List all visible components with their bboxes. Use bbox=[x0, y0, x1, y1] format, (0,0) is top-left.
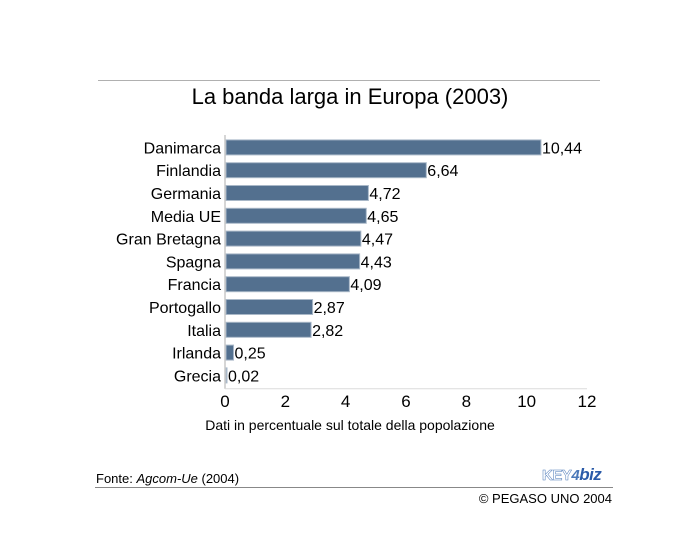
bar-irlanda bbox=[225, 344, 235, 361]
x-tick-label: 12 bbox=[578, 392, 597, 411]
category-label: Portogallo bbox=[149, 300, 221, 317]
value-label: 2,82 bbox=[312, 323, 343, 340]
source-name: Agcom-Ue bbox=[136, 471, 198, 486]
bar-portogallo bbox=[225, 299, 314, 315]
category-label: Danimarca bbox=[144, 140, 221, 157]
labels-layer: Danimarca 10,44 Finlandia 6,64 Germania 4,72 M… bbox=[116, 140, 582, 385]
bar-grecia bbox=[225, 367, 228, 384]
key4biz-logo: KEY4biz bbox=[542, 465, 602, 485]
x-tick-label: 8 bbox=[462, 392, 471, 411]
bar-spagna bbox=[225, 253, 361, 270]
value-label: 0,02 bbox=[228, 368, 259, 385]
x-tick-label: 0 bbox=[220, 392, 229, 411]
value-label: 4,43 bbox=[361, 254, 392, 271]
bar-media-ue bbox=[225, 207, 367, 224]
value-label: 4,09 bbox=[350, 277, 381, 294]
category-label: Irlanda bbox=[172, 346, 221, 363]
category-label: Germania bbox=[151, 186, 221, 203]
x-tick-label: 4 bbox=[341, 392, 350, 411]
bars-layer bbox=[225, 139, 542, 384]
category-label: Grecia bbox=[174, 368, 221, 385]
copyright: © PEGASO UNO 2004 bbox=[478, 491, 612, 506]
logo-key: KEY bbox=[542, 467, 572, 485]
bottom-divider bbox=[95, 487, 613, 488]
value-label: 4,65 bbox=[367, 209, 398, 226]
bar-finlandia bbox=[225, 162, 427, 179]
category-label: Gran Bretagna bbox=[116, 232, 221, 249]
bar-italia bbox=[225, 321, 312, 338]
bar-danimarca bbox=[225, 139, 542, 156]
x-axis-label: Dati in percentuale sul totale della pop… bbox=[205, 417, 495, 433]
chart-title: La banda larga in Europa (2003) bbox=[191, 84, 509, 109]
category-label: Media UE bbox=[151, 209, 221, 226]
category-label: Spagna bbox=[166, 254, 221, 271]
logo-four: 4 bbox=[571, 467, 580, 484]
value-label: 0,25 bbox=[235, 346, 266, 363]
value-label: 4,47 bbox=[362, 232, 393, 249]
bar-gran-bretagna bbox=[225, 230, 362, 247]
value-label: 6,64 bbox=[427, 163, 458, 180]
value-label: 2,87 bbox=[314, 300, 345, 317]
category-label: Francia bbox=[168, 277, 221, 294]
category-label: Finlandia bbox=[156, 163, 221, 180]
source-suffix: (2004) bbox=[197, 471, 240, 486]
source-prefix: Fonte: bbox=[96, 471, 137, 486]
value-label: 10,44 bbox=[542, 140, 582, 157]
ticks-layer: 0 2 4 6 8 10 12 bbox=[220, 392, 596, 411]
top-divider bbox=[98, 80, 600, 81]
category-label: Italia bbox=[187, 323, 221, 340]
logo-biz: biz bbox=[579, 465, 602, 484]
x-tick-label: 10 bbox=[517, 392, 536, 411]
bar-germania bbox=[225, 185, 369, 201]
source-note: Fonte: Agcom-Ue (2004) bbox=[96, 471, 239, 486]
bar-francia bbox=[225, 276, 350, 293]
x-tick-label: 6 bbox=[401, 392, 410, 411]
value-label: 4,72 bbox=[369, 186, 400, 203]
x-tick-label: 2 bbox=[281, 392, 290, 411]
